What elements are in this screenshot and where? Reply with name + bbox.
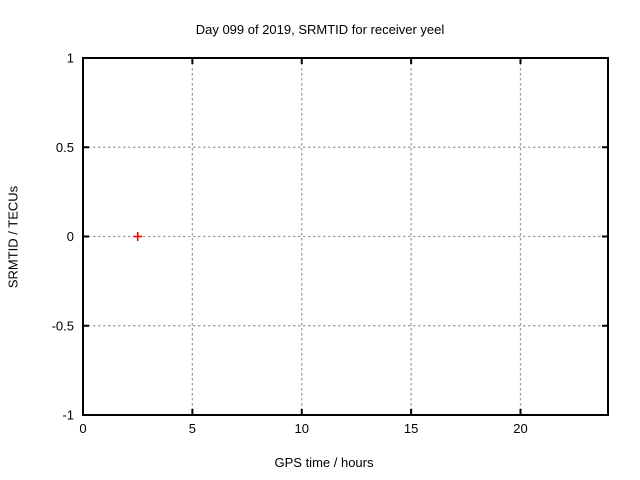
y-tick-label: -0.5 [52,318,74,333]
y-tick-label: -1 [62,408,74,423]
x-tick-label: 5 [189,421,196,436]
x-tick-label: 10 [295,421,309,436]
y-tick-label: 0.5 [56,140,74,155]
x-tick-label: 15 [404,421,418,436]
y-tick-label: 1 [67,51,74,66]
x-axis-label: GPS time / hours [274,455,374,470]
chart-title: Day 099 of 2019, SRMTID for receiver yee… [195,22,445,37]
y-tick-label: 0 [67,229,74,244]
x-tick-label: 0 [79,421,86,436]
x-tick-label: 20 [513,421,527,436]
